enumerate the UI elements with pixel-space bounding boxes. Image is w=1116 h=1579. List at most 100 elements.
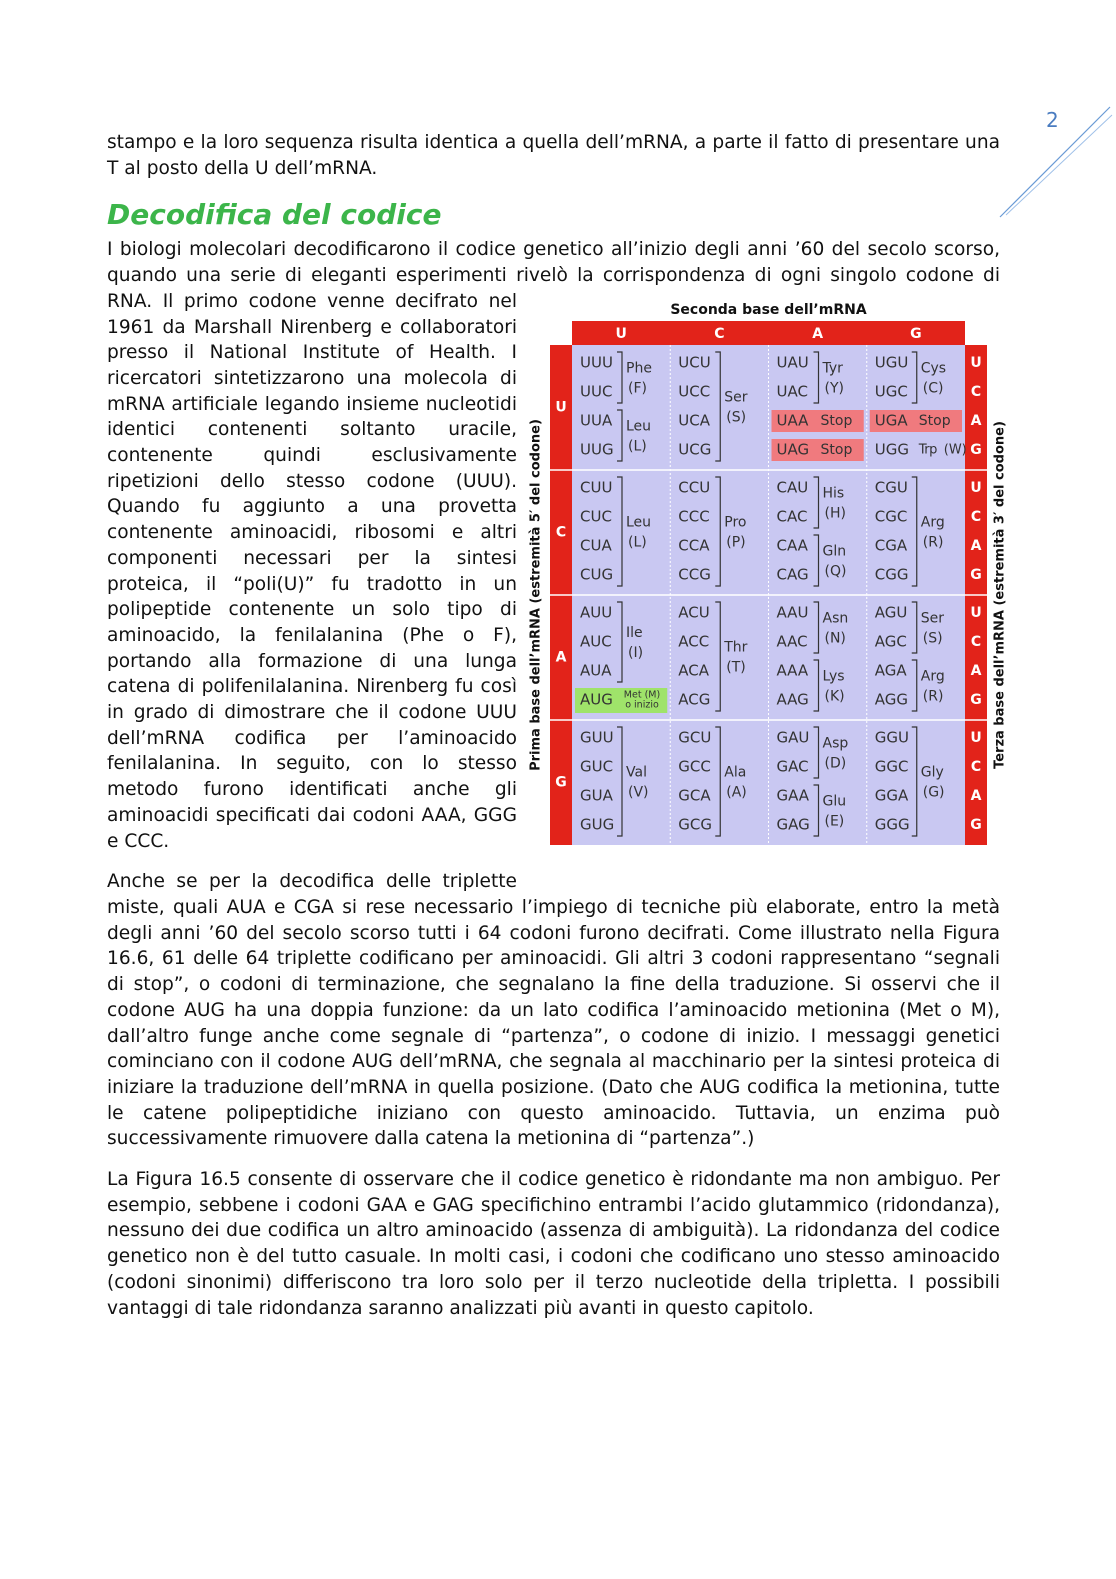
third-base: G bbox=[970, 817, 982, 833]
paragraph: La Figura 16.5 consente di osservare che… bbox=[107, 1169, 1000, 1319]
codon: AGC bbox=[875, 633, 907, 651]
amino-code: (A) bbox=[726, 785, 747, 801]
amino-acid: Val bbox=[626, 765, 647, 781]
codon: ACU bbox=[678, 604, 709, 622]
second-base: U bbox=[615, 326, 626, 342]
codon: CAU bbox=[777, 479, 809, 497]
heading: Decodifica del codice bbox=[107, 198, 442, 232]
amino-code: (H) bbox=[825, 506, 846, 522]
codon: GGG bbox=[875, 816, 910, 834]
bracket bbox=[617, 409, 623, 463]
bracket bbox=[911, 659, 918, 713]
header-bar bbox=[572, 321, 965, 346]
bracket bbox=[617, 351, 623, 405]
bracket bbox=[813, 784, 820, 838]
third-base: G bbox=[970, 567, 982, 583]
codon: UAG bbox=[777, 441, 810, 459]
codon: CCG bbox=[678, 566, 711, 584]
bracket bbox=[617, 476, 623, 588]
codon: CAC bbox=[777, 508, 808, 526]
third-base: C bbox=[971, 634, 981, 650]
amino-acid: Asp bbox=[823, 736, 849, 752]
third-base: A bbox=[971, 788, 982, 804]
amino-code: (V) bbox=[628, 785, 649, 801]
amino-code: (W) bbox=[944, 443, 967, 458]
amino-code: (S) bbox=[923, 631, 943, 647]
codon: UAU bbox=[777, 354, 809, 372]
amino-acid: Pro bbox=[724, 515, 746, 531]
codon: CUU bbox=[580, 479, 612, 497]
amino-code: (T) bbox=[726, 660, 745, 676]
codon: GCC bbox=[678, 758, 711, 776]
figure: Seconda base dell’mRNA U C A G Prima base del… bbox=[529, 289, 1008, 869]
amino-code: (P) bbox=[726, 535, 745, 551]
bracket bbox=[813, 726, 820, 780]
codon: UCU bbox=[678, 354, 710, 372]
codon: AAA bbox=[777, 662, 809, 680]
content: stampo e la loro sequenza risulta identi… bbox=[107, 130, 1008, 1336]
amino-acid: His bbox=[823, 486, 845, 502]
codon: GCA bbox=[678, 787, 711, 805]
third-base: G bbox=[970, 442, 982, 458]
amino-acid: Cys bbox=[921, 361, 946, 377]
bracket bbox=[715, 476, 721, 588]
codon: UUC bbox=[580, 383, 612, 401]
stop-highlight bbox=[869, 410, 962, 433]
codon: CGA bbox=[875, 537, 908, 555]
decoration bbox=[999, 106, 1113, 218]
amino-acid: Met (M) bbox=[624, 690, 660, 701]
amino-acid: Trp bbox=[918, 443, 937, 458]
decor-line bbox=[999, 106, 1111, 218]
bracket bbox=[813, 351, 820, 405]
third-base: U bbox=[970, 605, 981, 621]
amino-code: (L) bbox=[628, 439, 647, 455]
bracket bbox=[813, 601, 820, 655]
codon: CGG bbox=[875, 566, 909, 584]
start-highlight bbox=[575, 688, 668, 714]
paragraph: Anche se per la decodifica delle triplet… bbox=[107, 871, 1000, 1150]
figure-title: Seconda base dell’mRNA bbox=[670, 302, 866, 318]
codon: AAC bbox=[777, 633, 808, 651]
amino-acid: Tyr bbox=[822, 361, 844, 377]
codon: UAC bbox=[777, 383, 808, 401]
codon: UCC bbox=[678, 383, 710, 401]
amino-acid: Ile bbox=[626, 625, 643, 641]
codon: ACC bbox=[678, 633, 709, 651]
bracket bbox=[813, 534, 820, 588]
codon: AUU bbox=[580, 604, 612, 622]
codon: CCC bbox=[678, 508, 709, 526]
codon: AGA bbox=[875, 662, 908, 680]
paragraph: Seconda base dell’mRNA U C A G Prima base del… bbox=[107, 237, 1008, 854]
page-number: 2 bbox=[1046, 108, 1059, 132]
codon: GAG bbox=[777, 816, 810, 834]
third-base: A bbox=[971, 413, 982, 429]
codon: GGC bbox=[875, 758, 909, 776]
bracket bbox=[715, 726, 721, 838]
codon: CUG bbox=[580, 566, 613, 584]
amino-acid: Stop bbox=[821, 413, 853, 429]
codon: AUC bbox=[580, 633, 612, 651]
codon: GUU bbox=[580, 729, 614, 747]
amino-code: (C) bbox=[923, 381, 944, 397]
codon: UAA bbox=[777, 412, 810, 430]
codon: AAG bbox=[777, 691, 809, 709]
amino-acid: Leu bbox=[626, 419, 651, 435]
amino-code: (I) bbox=[628, 645, 643, 661]
bracket bbox=[715, 601, 721, 713]
codon: AGG bbox=[875, 691, 908, 709]
codon: AAU bbox=[777, 604, 809, 622]
third-base: U bbox=[970, 730, 981, 746]
codon: CGC bbox=[875, 508, 908, 526]
amino-code: (L) bbox=[628, 535, 647, 551]
third-base: C bbox=[971, 384, 981, 400]
amino-acid: Ala bbox=[724, 765, 746, 781]
bracket bbox=[911, 476, 918, 588]
right-axis-label: Terza base dell’mRNA (estremità 3′ del c… bbox=[993, 421, 1008, 769]
bracket bbox=[813, 659, 820, 713]
amino-acid: Thr bbox=[723, 640, 747, 656]
bracket bbox=[911, 351, 918, 405]
codon: CGU bbox=[875, 479, 908, 497]
codon: AUA bbox=[580, 662, 612, 680]
